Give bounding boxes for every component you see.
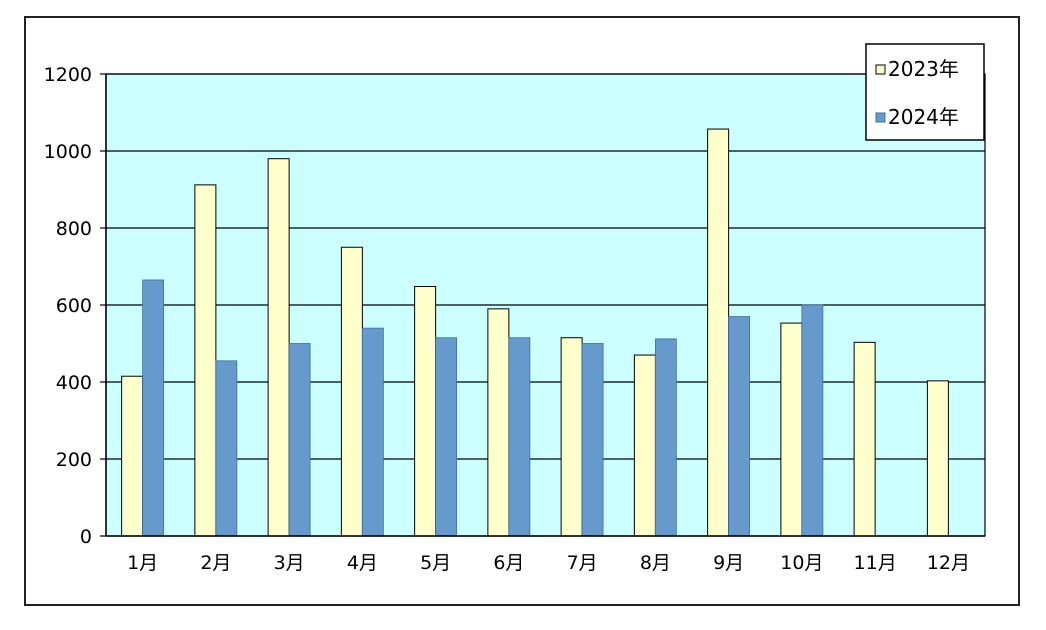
bars bbox=[121, 128, 949, 537]
legend-swatch-2023 bbox=[875, 64, 886, 75]
x-tick-label: 5月 bbox=[420, 552, 451, 574]
bar-2023年-1月 bbox=[121, 375, 144, 537]
bar-2023年-2月 bbox=[194, 184, 217, 537]
bar-2024年-4月 bbox=[361, 327, 384, 537]
bar-2023年-4月 bbox=[340, 246, 363, 537]
x-tick-label: 7月 bbox=[567, 552, 598, 574]
bar-2024年-1月 bbox=[142, 279, 165, 537]
axes bbox=[100, 73, 986, 537]
bar-2023年-7月 bbox=[560, 337, 583, 537]
bar-2023年-11月 bbox=[853, 341, 876, 537]
y-tick-label: 800 bbox=[56, 218, 92, 240]
y-tick-label: 1000 bbox=[44, 141, 92, 163]
legend-swatch-2024 bbox=[875, 112, 886, 123]
bar-2023年-12月 bbox=[926, 380, 949, 537]
x-tick-label: 2月 bbox=[200, 552, 231, 574]
legend-label-2023: 2023年 bbox=[888, 57, 959, 81]
legend: 2023年 2024年 bbox=[865, 43, 985, 141]
bar-2023年-6月 bbox=[487, 308, 510, 537]
y-tick-label: 600 bbox=[56, 295, 92, 317]
x-tick-label: 1月 bbox=[127, 552, 158, 574]
x-tick-label: 9月 bbox=[713, 552, 744, 574]
bar-2024年-10月 bbox=[801, 304, 824, 537]
x-tick-label: 6月 bbox=[493, 552, 524, 574]
bar-2024年-2月 bbox=[215, 360, 238, 537]
bar-2023年-5月 bbox=[414, 286, 437, 537]
x-tick-label: 10月 bbox=[780, 552, 823, 574]
bar-2024年-6月 bbox=[508, 337, 531, 537]
bar-2023年-3月 bbox=[267, 158, 290, 537]
bar-2024年-7月 bbox=[581, 343, 604, 537]
legend-box bbox=[865, 43, 985, 141]
bar-2024年-9月 bbox=[728, 316, 751, 537]
bar-2023年-10月 bbox=[780, 322, 803, 537]
x-tick-label: 3月 bbox=[274, 552, 305, 574]
bar-2023年-9月 bbox=[707, 128, 730, 537]
x-tick-label: 12月 bbox=[927, 552, 970, 574]
bar-2024年-8月 bbox=[654, 338, 677, 537]
y-tick-label: 400 bbox=[56, 372, 92, 394]
y-tick-labels: 0 200 400 600 800 1000 1200 bbox=[44, 64, 92, 548]
x-tick-label: 4月 bbox=[347, 552, 378, 574]
legend-label-2024: 2024年 bbox=[888, 105, 959, 129]
x-tick-label: 11月 bbox=[854, 552, 897, 574]
bar-2024年-5月 bbox=[435, 337, 458, 537]
x-tick-label: 8月 bbox=[640, 552, 671, 574]
y-tick-label: 200 bbox=[56, 449, 92, 471]
y-tick-label: 1200 bbox=[44, 64, 92, 86]
bar-2023年-8月 bbox=[633, 354, 656, 537]
x-tick-labels: 1月 2月 3月 4月 5月 6月 7月 8月 9月 10月 11月 12月 bbox=[127, 552, 970, 574]
bar-2024年-3月 bbox=[288, 343, 311, 537]
y-tick-label: 0 bbox=[80, 526, 92, 548]
